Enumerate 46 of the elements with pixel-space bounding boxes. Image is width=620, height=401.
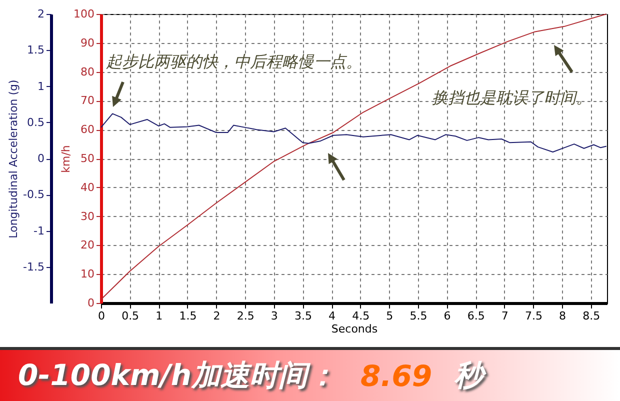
x-tick-label: 2.5 <box>236 310 254 322</box>
x-tick-label: 3 <box>270 310 278 322</box>
y-tick-label: -0.5 <box>23 188 44 202</box>
y2-tick-label: 70 <box>80 94 94 108</box>
x-tick-label: 4 <box>328 310 336 322</box>
text: 8.69 <box>360 358 432 392</box>
y2-tick-label: 20 <box>80 238 94 252</box>
y2-tick-label: 90 <box>80 36 94 50</box>
y2-tick-label: 50 <box>80 152 94 165</box>
y2-tick-label: 100 <box>74 8 94 20</box>
x-tick-label: 4.5 <box>352 310 370 322</box>
x-tick-label: 7 <box>501 310 508 322</box>
y2-tick-label: 0 <box>88 296 94 310</box>
y-tick-label: 0.5 <box>27 116 44 129</box>
x-tick-label: 6 <box>444 310 451 322</box>
y-tick-label: 1.5 <box>27 44 44 57</box>
x-tick-label: 5 <box>386 310 394 322</box>
line-series <box>100 14 607 300</box>
annotation: 起步比两驱的快，中后程略慢一点。 <box>106 52 362 73</box>
y2-tick-label: 30 <box>80 210 94 223</box>
x-tick-label: 3.5 <box>294 310 312 322</box>
x-tick-label: 1.5 <box>179 310 197 322</box>
y2-tick-label: 40 <box>80 180 94 194</box>
x-tick-label: 1 <box>156 310 163 322</box>
y2-axis-title: km/h <box>60 145 73 173</box>
x-tick-label: 6.5 <box>467 310 485 322</box>
x-tick-label: 8 <box>559 310 566 322</box>
x-tick-label: 0.5 <box>122 310 140 322</box>
y2-tick-label: 60 <box>80 123 94 136</box>
x-tick-label: 7.5 <box>524 310 542 322</box>
y-tick-label: 0 <box>38 152 44 165</box>
x-axis-title: Seconds <box>331 322 378 336</box>
y-axis-title: Longitudinal Acceleration (g) <box>7 80 20 238</box>
x-tick-label: 8.5 <box>582 310 600 322</box>
y-tick-label: -1 <box>34 224 44 238</box>
annotation: 换挡也是耽误了时间。 <box>432 88 592 109</box>
x-tick-label: 2 <box>213 310 220 322</box>
y-tick-label: -1.5 <box>23 260 44 274</box>
y2-tick-label: 10 <box>80 268 94 281</box>
y-tick-label: 1 <box>38 80 44 93</box>
text: 0-100km/h加速时间： <box>18 356 336 394</box>
y2-tick-label: 80 <box>80 65 94 78</box>
x-tick-label: 5.5 <box>410 310 428 322</box>
y-tick-label: 2 <box>38 8 44 20</box>
line-series <box>100 113 607 152</box>
x-tick-label: 0 <box>98 310 105 322</box>
